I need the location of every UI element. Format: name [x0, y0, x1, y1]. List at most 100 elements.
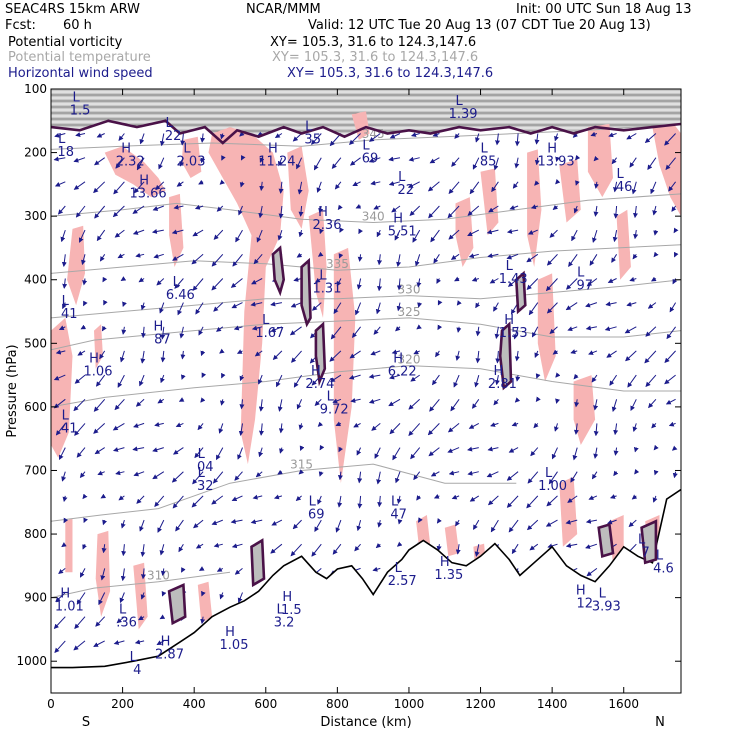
wind-vector [397, 519, 403, 525]
wind-vector [192, 229, 204, 237]
wind-vector [135, 252, 145, 258]
wind-vector [455, 350, 461, 361]
wind-vector [447, 447, 460, 453]
wind-vector [555, 156, 561, 163]
pv-extremum-marker: H [311, 364, 321, 379]
wind-vector [608, 132, 617, 138]
wind-vector [231, 543, 243, 549]
wind-vector [270, 543, 283, 554]
wind-vector [531, 326, 539, 338]
wind-vector [201, 372, 207, 378]
wind-vector [200, 397, 206, 403]
wind-vector [591, 471, 598, 480]
wind-vector [571, 229, 578, 242]
wind-vector [54, 640, 66, 654]
wind-vector [585, 543, 598, 549]
wind-vector [140, 350, 146, 364]
wind-vector [79, 471, 86, 479]
wind-vector [606, 350, 617, 358]
y-tick-label: 400 [24, 273, 47, 287]
pv-extremum-value: 46 [616, 180, 633, 195]
model-title: SEAC4RS 15km ARW [5, 2, 141, 17]
wind-vector [355, 203, 362, 209]
wind-vector [527, 471, 539, 484]
wind-vector [55, 592, 66, 603]
wind-vector [120, 276, 127, 281]
wind-vector [191, 253, 204, 265]
theta-contour [51, 463, 517, 522]
wind-vector [389, 374, 401, 380]
pv-extremum-value: 1.5 [281, 603, 302, 618]
wind-vector [475, 350, 481, 364]
wind-vector [211, 253, 224, 267]
wind-vector [211, 495, 224, 505]
wind-vector [456, 326, 462, 333]
wind-vector [554, 423, 559, 432]
wind-vector [102, 519, 107, 526]
wind-vector [117, 253, 125, 259]
wind-vector [99, 254, 106, 262]
terrain-line [51, 488, 681, 669]
wind-vector [61, 542, 67, 548]
wind-vector [279, 447, 284, 454]
wind-vector [371, 423, 381, 431]
wind-vector [413, 349, 420, 355]
wind-vector [368, 157, 381, 163]
wind-vector [74, 423, 86, 436]
pv-shaded-region [559, 476, 578, 547]
pv-extremum-value: 35 [304, 132, 321, 147]
wind-vector [356, 278, 362, 290]
wind-vector [115, 470, 125, 476]
wind-vector [97, 470, 105, 476]
wind-vector [633, 230, 639, 240]
wind-vector [319, 444, 325, 451]
wind-vector [117, 374, 125, 388]
wind-vector [530, 204, 538, 210]
wind-vector [174, 278, 184, 289]
theta-contour-label: 315 [290, 458, 313, 472]
wind-vector [136, 157, 145, 171]
wind-vector [296, 252, 303, 258]
wind-vector [278, 423, 284, 434]
wind-vector [98, 592, 106, 606]
wind-vector [357, 471, 363, 484]
wind-vector [53, 398, 66, 409]
wind-vector [132, 446, 145, 452]
wind-vector [356, 447, 362, 456]
wind-vector [62, 278, 68, 289]
x-tick-label: 400 [183, 697, 206, 711]
wind-vector [632, 423, 638, 432]
wind-vector [298, 205, 304, 217]
pv-extremum-marker: H [268, 142, 278, 157]
wind-vector [259, 181, 265, 192]
wind-vector [671, 205, 677, 212]
wind-vector [81, 254, 86, 266]
pv-extremum-value: 1.00 [538, 479, 567, 494]
wind-vector [645, 374, 657, 388]
theta-contour [51, 193, 681, 224]
wind-vector [565, 302, 578, 311]
wind-vector [159, 302, 165, 314]
wind-vector [198, 326, 204, 336]
wind-vector [376, 229, 382, 238]
wind-vector [448, 229, 460, 240]
wind-vector [315, 277, 322, 283]
wind-vector [76, 447, 86, 458]
wind-vector [631, 181, 637, 195]
theta-contour [51, 244, 681, 274]
wind-vector [467, 446, 479, 452]
wind-vector [626, 301, 637, 307]
wind-vector [121, 326, 127, 335]
pv-shaded-region [181, 136, 202, 178]
wind-vector [573, 205, 579, 214]
y-tick-label: 800 [24, 527, 47, 541]
wind-vector [211, 519, 223, 526]
wind-vector [664, 350, 676, 364]
pv-extremum-marker: L [173, 275, 181, 290]
wind-vector [140, 592, 146, 600]
x-tick-label: 600 [254, 697, 277, 711]
wind-vector [298, 423, 304, 430]
wind-vector [453, 374, 460, 388]
pv-extremum-marker: L [391, 494, 399, 509]
wind-vector [216, 205, 224, 212]
